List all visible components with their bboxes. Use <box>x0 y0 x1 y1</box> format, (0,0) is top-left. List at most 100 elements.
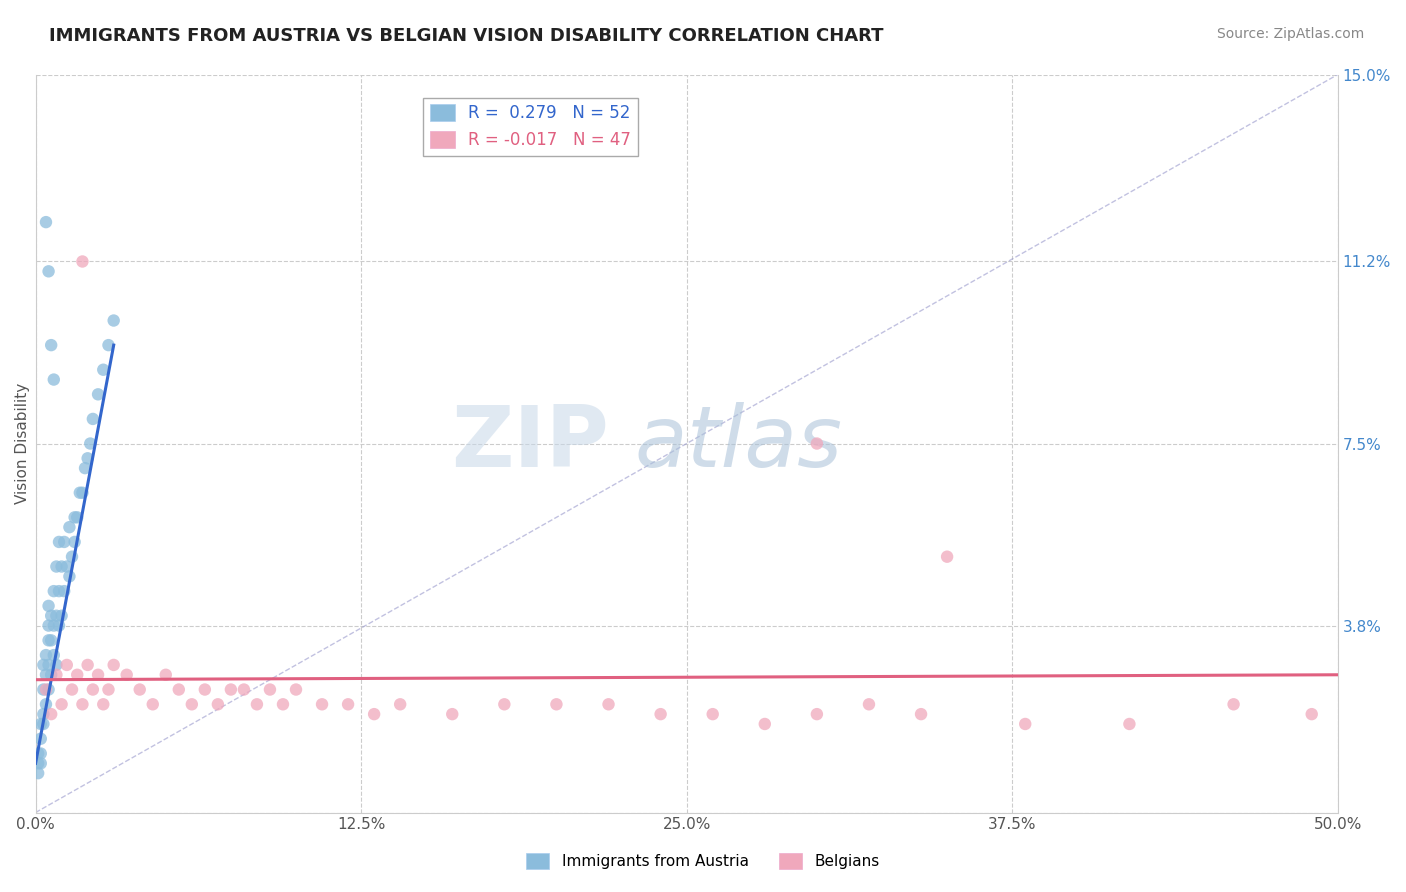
Point <box>60 549 83 564</box>
Point <box>363 707 385 722</box>
Point <box>76 451 98 466</box>
Point <box>142 698 165 712</box>
Point <box>58 520 80 534</box>
Point <box>910 707 932 722</box>
Point <box>38 657 60 672</box>
Point <box>66 667 89 681</box>
Point <box>56 657 79 672</box>
Point <box>60 682 83 697</box>
Point <box>546 698 568 712</box>
Point <box>259 682 281 697</box>
Point <box>35 215 58 229</box>
Point <box>103 313 125 327</box>
Point <box>38 618 60 632</box>
Point <box>167 682 190 697</box>
Point <box>35 667 58 681</box>
Point <box>232 682 254 697</box>
Point <box>1301 707 1323 722</box>
Point <box>754 717 776 731</box>
Point <box>155 667 177 681</box>
Legend: Immigrants from Austria, Belgians: Immigrants from Austria, Belgians <box>520 847 886 875</box>
Point <box>271 698 294 712</box>
Point <box>858 698 880 712</box>
Point <box>72 485 94 500</box>
Point <box>32 707 55 722</box>
Point <box>35 648 58 662</box>
Point <box>91 362 114 376</box>
Point <box>79 436 101 450</box>
Point <box>42 584 65 599</box>
Point <box>1222 698 1244 712</box>
Point <box>30 717 52 731</box>
Text: atlas: atlas <box>634 402 842 485</box>
Point <box>58 569 80 583</box>
Point <box>69 485 91 500</box>
Point <box>82 412 104 426</box>
Point <box>35 682 58 697</box>
Point <box>48 584 70 599</box>
Text: ZIP: ZIP <box>451 402 609 485</box>
Point <box>97 338 120 352</box>
Point <box>32 682 55 697</box>
Point <box>207 698 229 712</box>
Point <box>48 535 70 549</box>
Point <box>389 698 412 712</box>
Point <box>45 608 67 623</box>
Point <box>53 584 76 599</box>
Point <box>66 510 89 524</box>
Point <box>82 682 104 697</box>
Point <box>246 698 269 712</box>
Point <box>30 747 52 761</box>
Point <box>598 698 620 712</box>
Point <box>128 682 150 697</box>
Point <box>285 682 308 697</box>
Point <box>494 698 516 712</box>
Point <box>45 657 67 672</box>
Point <box>42 373 65 387</box>
Point <box>32 657 55 672</box>
Point <box>97 682 120 697</box>
Point <box>702 707 724 722</box>
Point <box>42 618 65 632</box>
Point <box>219 682 242 697</box>
Point <box>27 766 49 780</box>
Point <box>42 648 65 662</box>
Point <box>39 707 62 722</box>
Point <box>337 698 360 712</box>
Point <box>194 682 217 697</box>
Point <box>45 559 67 574</box>
Point <box>39 667 62 681</box>
Text: IMMIGRANTS FROM AUSTRIA VS BELGIAN VISION DISABILITY CORRELATION CHART: IMMIGRANTS FROM AUSTRIA VS BELGIAN VISIO… <box>49 27 884 45</box>
Point <box>39 608 62 623</box>
Point <box>38 599 60 613</box>
Point <box>56 559 79 574</box>
Point <box>91 698 114 712</box>
Point <box>180 698 202 712</box>
Point <box>30 756 52 771</box>
Legend: R =  0.279   N = 52, R = -0.017   N = 47: R = 0.279 N = 52, R = -0.017 N = 47 <box>423 97 638 155</box>
Point <box>27 747 49 761</box>
Point <box>63 510 86 524</box>
Point <box>30 731 52 746</box>
Point <box>35 698 58 712</box>
Point <box>936 549 959 564</box>
Point <box>38 633 60 648</box>
Point <box>115 667 138 681</box>
Point <box>51 559 73 574</box>
Point <box>39 338 62 352</box>
Point <box>63 535 86 549</box>
Point <box>39 633 62 648</box>
Point <box>87 667 110 681</box>
Point <box>76 657 98 672</box>
Point <box>38 682 60 697</box>
Point <box>27 756 49 771</box>
Point <box>1014 717 1036 731</box>
Point <box>650 707 672 722</box>
Point <box>87 387 110 401</box>
Point <box>38 264 60 278</box>
Point <box>48 618 70 632</box>
Point <box>103 657 125 672</box>
Point <box>72 254 94 268</box>
Text: Source: ZipAtlas.com: Source: ZipAtlas.com <box>1216 27 1364 41</box>
Point <box>72 698 94 712</box>
